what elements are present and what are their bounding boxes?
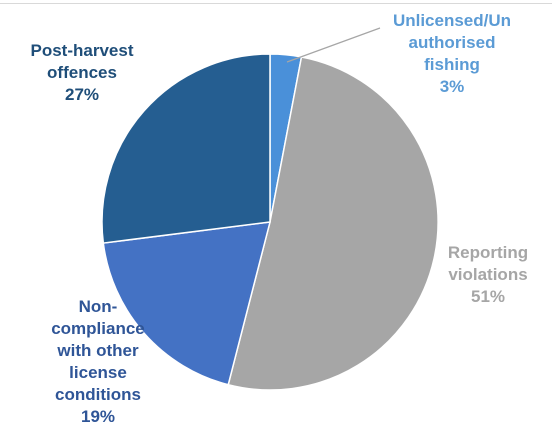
pie-slices	[101, 53, 439, 391]
leader-line-unlicensed	[286, 27, 381, 63]
slice-label-percent: 19%	[80, 407, 116, 426]
label-unlicensed-fishing: Unlicensed/Un authorised fishing 3%	[372, 10, 532, 98]
slice-label-name: Post-harvest offences	[30, 41, 134, 82]
pie-slice-3	[101, 53, 271, 244]
slice-label-name: Reporting violations	[447, 243, 529, 284]
slice-label-percent: 27%	[64, 85, 100, 104]
slice-label-percent: 51%	[470, 287, 506, 306]
label-non-compliance: Non- compliance with other license condi…	[8, 296, 188, 428]
label-reporting-violations: Reporting violations 51%	[428, 242, 548, 308]
slice-label-percent: 3%	[439, 77, 465, 96]
pie-slice-1	[227, 56, 439, 391]
label-post-harvest: Post-harvest offences 27%	[2, 40, 162, 106]
chart-top-border	[0, 3, 552, 4]
pie-slice-2	[102, 221, 272, 386]
slice-label-name: Unlicensed/Un authorised fishing	[392, 11, 512, 74]
slice-label-name: Non- compliance with other license condi…	[51, 297, 145, 404]
